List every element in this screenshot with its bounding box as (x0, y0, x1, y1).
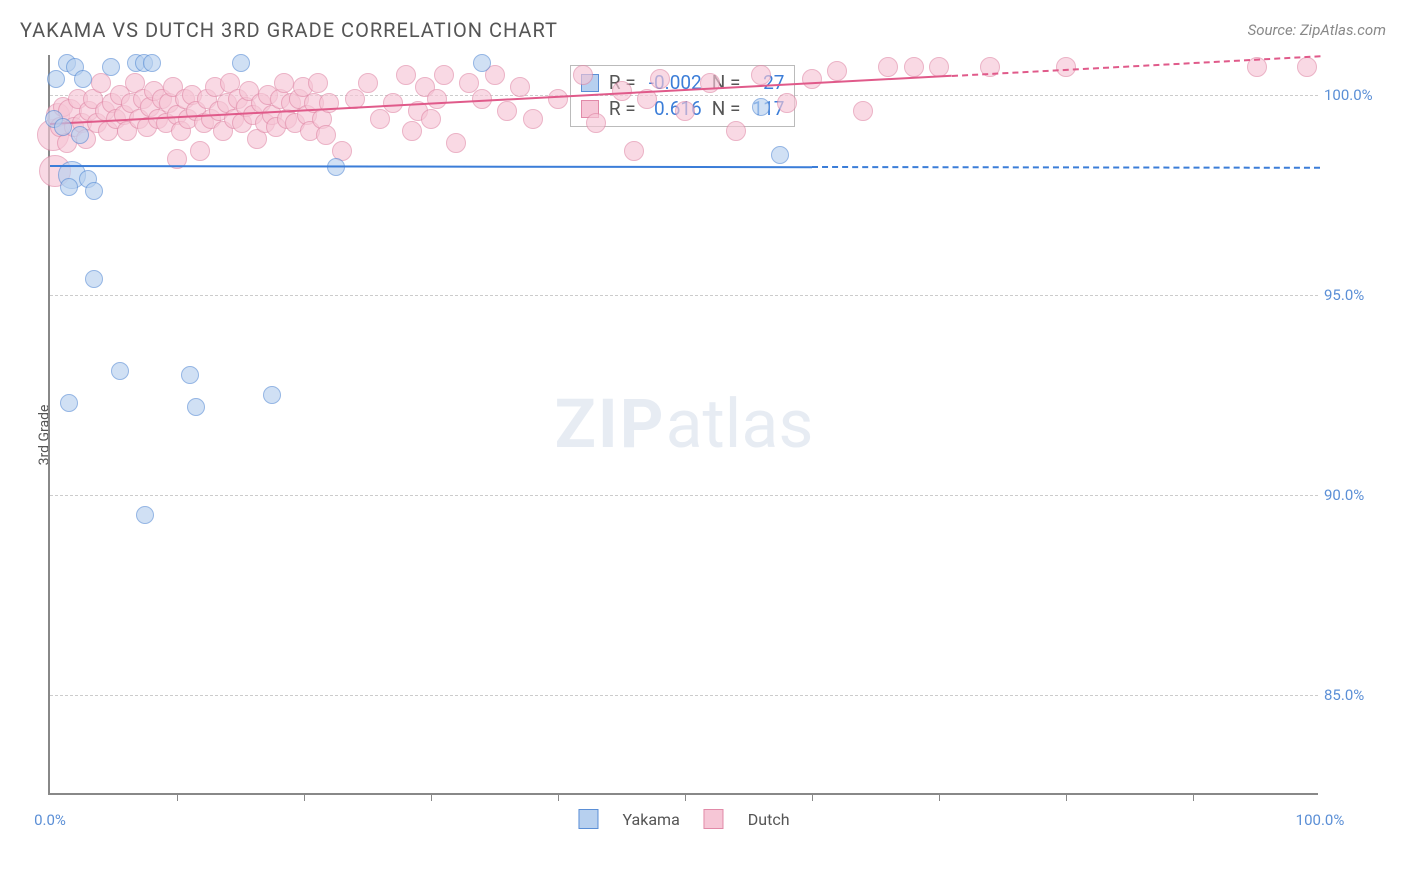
yakama-point (232, 54, 250, 72)
x-tick-label: 0.0% (34, 811, 66, 829)
dutch-point (308, 73, 328, 93)
dutch-point (434, 65, 454, 85)
dutch-point (802, 69, 822, 89)
dutch-legend-label: Dutch (748, 810, 790, 829)
yakama-point (54, 118, 72, 136)
watermark-light: atlas (666, 384, 814, 464)
dutch-legend-swatch (704, 809, 724, 829)
yakama-point (71, 126, 89, 144)
dutch-point (1056, 57, 1076, 77)
yakama-point (187, 398, 205, 416)
chart-container: 3rd Grade ZIPatlas R =-0.002N =27R =0.61… (20, 55, 1386, 815)
x-tick (431, 793, 432, 801)
dutch-point (421, 109, 441, 129)
dutch-point (853, 101, 873, 121)
yakama-point (263, 386, 281, 404)
n-label: N = (712, 96, 741, 122)
gridline-h (50, 495, 1318, 496)
x-tick (304, 793, 305, 801)
yakama-point (136, 506, 154, 524)
x-tick (1193, 793, 1194, 801)
source-label: Source: ZipAtlas.com (1248, 21, 1386, 39)
dutch-point (904, 57, 924, 77)
dutch-point (190, 141, 210, 161)
dutch-point (370, 109, 390, 129)
y-tick-label: 100.0% (1324, 86, 1384, 104)
dutch-point (777, 93, 797, 113)
dutch-point (1297, 57, 1317, 77)
legend: Yakama Dutch (578, 809, 789, 829)
plot-area: ZIPatlas R =-0.002N =27R =0.616N =117 Ya… (48, 55, 1318, 795)
y-tick-label: 85.0% (1324, 686, 1384, 704)
dutch-point (573, 65, 593, 85)
dutch-point (675, 101, 695, 121)
dutch-point (358, 73, 378, 93)
dutch-point (510, 77, 530, 97)
y-tick-label: 95.0% (1324, 286, 1384, 304)
dutch-point (751, 65, 771, 85)
yakama-point (47, 70, 65, 88)
dutch-point (548, 89, 568, 109)
dutch-point (446, 133, 466, 153)
dutch-point (316, 125, 336, 145)
dutch-point (497, 101, 517, 121)
yakama-point (181, 366, 199, 384)
yakama-point (473, 54, 491, 72)
watermark: ZIPatlas (555, 384, 814, 464)
dutch-point (427, 89, 447, 109)
dutch-point (726, 121, 746, 141)
gridline-h (50, 295, 1318, 296)
dutch-point (402, 121, 422, 141)
x-tick (685, 793, 686, 801)
yakama-point (143, 54, 161, 72)
x-tick (812, 793, 813, 801)
x-tick-label: 100.0% (1296, 811, 1345, 829)
dutch-point (624, 141, 644, 161)
yakama-point (60, 178, 78, 196)
yakama-legend-label: Yakama (622, 810, 679, 829)
x-tick (177, 793, 178, 801)
dutch-point (827, 61, 847, 81)
yakama-legend-swatch (578, 809, 598, 829)
x-tick (558, 793, 559, 801)
yakama-trendline (50, 165, 812, 168)
yakama-point (74, 70, 92, 88)
x-tick (1066, 793, 1067, 801)
yakama-point (60, 394, 78, 412)
yakama-point (102, 58, 120, 76)
yakama-point (85, 270, 103, 288)
dutch-point (650, 69, 670, 89)
dutch-point (91, 73, 111, 93)
dutch-point (383, 93, 403, 113)
yakama-point (752, 98, 770, 116)
yakama-trendline-dash (812, 166, 1320, 169)
dutch-point (878, 57, 898, 77)
dutch-point (396, 65, 416, 85)
chart-title: YAKAMA VS DUTCH 3RD GRADE CORRELATION CH… (20, 18, 558, 42)
x-tick (939, 793, 940, 801)
dutch-point (523, 109, 543, 129)
yakama-point (111, 362, 129, 380)
yakama-point (771, 146, 789, 164)
gridline-h (50, 695, 1318, 696)
dutch-point (586, 113, 606, 133)
watermark-bold: ZIP (555, 384, 666, 464)
y-tick-label: 90.0% (1324, 486, 1384, 504)
yakama-point (85, 182, 103, 200)
dutch-point (274, 73, 294, 93)
